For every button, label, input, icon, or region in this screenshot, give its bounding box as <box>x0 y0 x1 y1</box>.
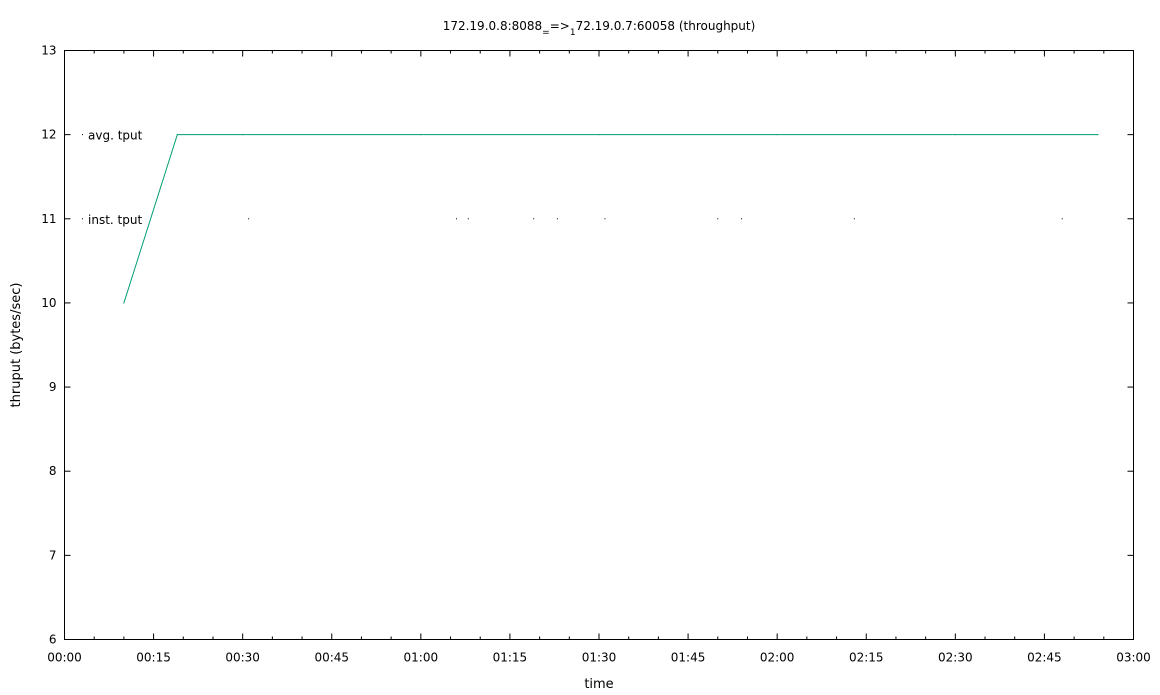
inst-tput-point <box>1061 218 1063 220</box>
x-tick-label: 01:15 <box>493 651 528 665</box>
x-tick-label: 01:00 <box>404 651 439 665</box>
x-tick-label: 02:45 <box>1027 651 1062 665</box>
avg-tput-point <box>420 134 422 136</box>
y-tick-label: 12 <box>41 128 56 142</box>
inst-tput-point <box>604 218 606 220</box>
x-axis-label: time <box>584 677 613 692</box>
plot-area-border <box>64 50 1134 640</box>
series-layer <box>123 134 1099 304</box>
legend: avg. tput inst. tput <box>82 129 143 227</box>
legend-label-avg-tput: avg. tput <box>88 129 143 143</box>
inst-tput-point <box>533 218 535 220</box>
avg-tput-point <box>954 134 956 136</box>
x-tick-label: 00:15 <box>136 651 171 665</box>
avg-tput-point <box>1097 134 1099 136</box>
avg-tput-point <box>176 134 178 136</box>
inst-tput-point <box>853 218 855 220</box>
y-axis-label: thruput (bytes/sec) <box>9 283 24 408</box>
y-tick-label: 9 <box>49 380 57 394</box>
y-tick-label: 10 <box>41 296 56 310</box>
x-tick-label: 00:30 <box>225 651 260 665</box>
inst-tput-point <box>248 218 250 220</box>
inst-tput-point <box>556 218 558 220</box>
x-tick-label: 01:45 <box>671 651 706 665</box>
y-tick-label: 11 <box>41 212 56 226</box>
inst-tput-point <box>717 218 719 220</box>
chart-title: 172.19.0.8:8088==>172.19.0.7:60058 (thro… <box>443 19 756 38</box>
x-tick-label: 00:45 <box>314 651 349 665</box>
avg-tput-point <box>776 134 778 136</box>
legend-marker <box>82 218 83 220</box>
x-tick-label: 03:00 <box>1116 651 1151 665</box>
y-tick-label: 13 <box>41 44 56 58</box>
x-tick-label: 02:00 <box>760 651 795 665</box>
x-tick-label: 00:00 <box>47 651 82 665</box>
inst-tput-point <box>467 218 469 220</box>
x-tick-label: 01:30 <box>582 651 617 665</box>
x-axis-ticks: 00:00 00:15 00:30 00:45 01:00 01:15 01:30 01:45… <box>47 50 1151 665</box>
inst-tput-point <box>455 218 457 220</box>
avg-tput-point <box>598 134 600 136</box>
x-tick-label: 02:15 <box>849 651 884 665</box>
y-axis-ticks: 6 7 8 9 10 11 12 13 <box>41 44 1134 647</box>
x-tick-label: 02:30 <box>938 651 973 665</box>
legend-marker <box>82 134 83 136</box>
y-tick-label: 8 <box>49 464 57 478</box>
legend-label-inst-tput: inst. tput <box>88 213 142 227</box>
y-tick-label: 7 <box>49 548 57 562</box>
avg-tput-point <box>123 302 125 304</box>
inst-tput-point <box>741 218 743 220</box>
series-line-avg-tput <box>123 134 1098 304</box>
avg-tput-point <box>242 134 244 136</box>
y-tick-label: 6 <box>49 633 57 647</box>
